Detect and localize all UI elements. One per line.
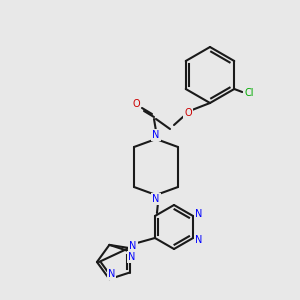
Text: O: O bbox=[184, 108, 192, 118]
Text: N: N bbox=[152, 130, 160, 140]
Text: Cl: Cl bbox=[244, 88, 254, 98]
Text: N: N bbox=[108, 269, 115, 279]
Text: N: N bbox=[195, 209, 203, 219]
Text: N: N bbox=[195, 235, 203, 245]
Text: N: N bbox=[128, 252, 135, 262]
Text: N: N bbox=[129, 241, 137, 251]
Text: N: N bbox=[152, 194, 160, 204]
Text: O: O bbox=[132, 99, 140, 109]
